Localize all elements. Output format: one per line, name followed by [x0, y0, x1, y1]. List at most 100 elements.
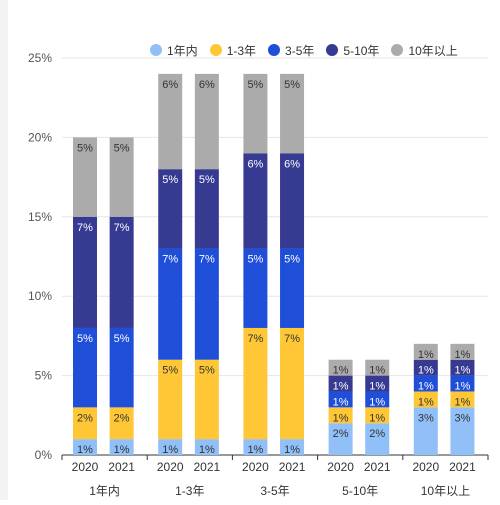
y-tick-label: 5% — [35, 369, 53, 383]
bar-segment — [73, 216, 98, 328]
x-year-label: 2021 — [193, 460, 220, 474]
x-year-label: 2020 — [327, 460, 354, 474]
bar-data-label: 1% — [454, 349, 470, 361]
bar-data-label: 5% — [247, 254, 263, 266]
y-tick-label: 20% — [28, 130, 52, 144]
x-year-label: 2020 — [157, 460, 184, 474]
bar-segment — [365, 407, 390, 424]
bar-data-label: 7% — [199, 254, 215, 266]
bar-data-label: 5% — [284, 79, 300, 91]
left-edge-strip — [0, 0, 8, 500]
bar-segment — [450, 359, 475, 376]
bar-data-label: 1% — [418, 365, 434, 377]
bar-segment — [413, 407, 438, 455]
bar-segment — [450, 343, 475, 360]
legend-swatch — [209, 44, 222, 56]
legend-item[interactable]: 1-3年 — [209, 42, 257, 59]
bar-segment — [73, 327, 98, 408]
bar-data-label: 1% — [418, 381, 434, 393]
bar-data-label: 2% — [114, 412, 130, 424]
bar-segment — [73, 439, 98, 455]
bar-data-label: 7% — [162, 254, 178, 266]
bar-data-label: 1% — [199, 444, 215, 456]
bar-segment — [280, 327, 305, 440]
legend-swatch — [150, 44, 162, 56]
bar-data-label: 2% — [369, 428, 385, 440]
legend-item[interactable]: 1年内 — [150, 42, 198, 59]
bar-data-label: 1% — [418, 349, 434, 361]
bar-data-label: 1% — [454, 396, 470, 408]
x-year-label: 2021 — [449, 460, 476, 474]
bar-data-label: 1% — [333, 365, 349, 377]
legend-item[interactable]: 3-5年 — [268, 42, 314, 59]
bar-data-label: 1% — [114, 444, 130, 456]
bar-segment — [194, 359, 219, 440]
x-year-label: 2021 — [364, 460, 391, 474]
bar-data-label: 1% — [454, 365, 470, 377]
bar-data-label: 5% — [114, 142, 130, 154]
legend-item[interactable]: 10年以上 — [391, 42, 458, 59]
bar-segment — [158, 73, 183, 170]
bar-data-label: 3% — [418, 412, 434, 424]
bar-segment — [194, 248, 219, 360]
bar-data-label: 5% — [199, 174, 215, 186]
bar-data-label: 1% — [369, 381, 385, 393]
y-tick-label: 25% — [28, 51, 52, 65]
bar-data-label: 2% — [333, 428, 349, 440]
x-group-label: 1年内 — [89, 484, 120, 498]
bar-data-label: 1% — [454, 381, 470, 393]
bar-data-label: 1% — [162, 444, 178, 456]
legend-swatch — [268, 44, 281, 56]
bar-data-label: 6% — [162, 79, 178, 91]
bar-segment — [73, 407, 98, 440]
x-group-label: 1-3年 — [175, 484, 204, 498]
bar-segment — [280, 248, 305, 328]
bar-segment — [328, 407, 353, 424]
bar-segment — [280, 153, 305, 249]
bar-segment — [158, 439, 183, 455]
bar-data-label: 7% — [247, 333, 263, 345]
x-group-label: 3-5年 — [260, 484, 289, 498]
bar-segment — [194, 73, 219, 170]
legend-label: 1-3年 — [226, 43, 257, 58]
bar-data-label: 5% — [162, 365, 178, 377]
bar-data-label: 6% — [199, 79, 215, 91]
legend-item[interactable]: 5-10年 — [326, 42, 379, 59]
bar-segment — [450, 391, 475, 408]
bar-data-label: 5% — [77, 142, 93, 154]
bar-data-label: 1% — [369, 365, 385, 377]
legend-swatch — [326, 44, 339, 56]
bar-segment — [73, 137, 98, 217]
bar-data-label: 5% — [77, 333, 93, 345]
bar-data-label: 1% — [369, 412, 385, 424]
bar-segment — [243, 153, 268, 249]
x-year-label: 2021 — [279, 460, 306, 474]
bar-segment — [450, 407, 475, 455]
bar-segment — [243, 439, 268, 455]
bar-segment — [413, 343, 438, 360]
bar-segment — [413, 391, 438, 408]
bar-segment — [413, 375, 438, 392]
bar-data-label: 1% — [333, 396, 349, 408]
bar-segment — [328, 375, 353, 392]
bar-segment — [365, 391, 390, 408]
bar-data-label: 3% — [454, 412, 470, 424]
bar-data-label: 1% — [333, 381, 349, 393]
x-year-label: 2021 — [108, 460, 135, 474]
bar-segment — [243, 73, 268, 154]
x-year-label: 2020 — [72, 460, 99, 474]
bar-segment — [280, 73, 305, 154]
bar-segment — [328, 391, 353, 408]
bar-data-label: 7% — [114, 222, 130, 234]
bar-data-label: 5% — [162, 174, 178, 186]
bar-segment — [109, 216, 134, 328]
bar-segment — [413, 359, 438, 376]
bar-data-label: 1% — [284, 444, 300, 456]
bar-data-label: 1% — [247, 444, 263, 456]
legend-label: 5-10年 — [343, 43, 380, 58]
legend-swatch — [391, 44, 404, 56]
x-group-label: 5-10年 — [342, 484, 378, 498]
bar-segment — [450, 375, 475, 392]
